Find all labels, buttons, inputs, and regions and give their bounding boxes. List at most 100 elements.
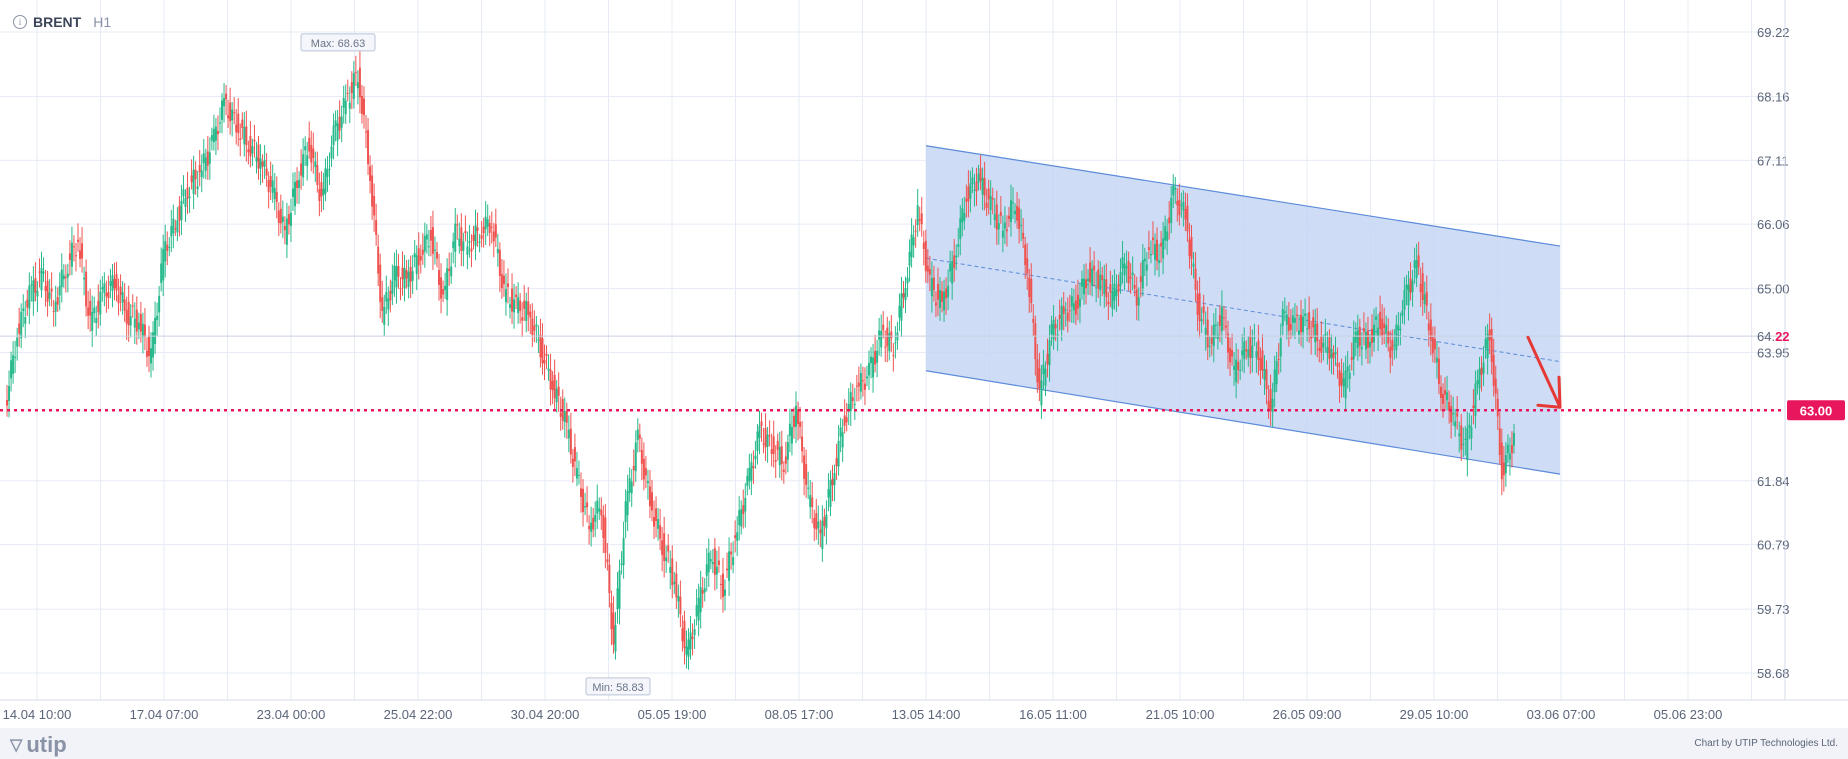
candle bbox=[1462, 427, 1465, 457]
candle bbox=[358, 51, 361, 114]
candle bbox=[626, 474, 629, 532]
candle-body bbox=[882, 324, 885, 331]
candle-body bbox=[1328, 337, 1331, 359]
candle-body bbox=[1439, 386, 1442, 399]
candle-body bbox=[198, 164, 201, 173]
candle bbox=[549, 353, 552, 406]
candle-body bbox=[1283, 311, 1286, 314]
candle-body bbox=[1117, 284, 1120, 292]
candle bbox=[600, 497, 603, 530]
candle-body bbox=[1417, 255, 1420, 268]
candle bbox=[1306, 313, 1309, 342]
candle bbox=[444, 272, 447, 299]
candle-body bbox=[435, 252, 438, 259]
candle bbox=[1265, 360, 1268, 405]
timeframe-label[interactable]: H1 bbox=[93, 14, 112, 30]
candle-body bbox=[955, 255, 958, 258]
candle bbox=[517, 282, 520, 324]
candle-body bbox=[606, 559, 609, 563]
candle bbox=[809, 479, 812, 519]
candle bbox=[216, 115, 219, 151]
candle-body bbox=[989, 195, 992, 210]
candle-body bbox=[794, 405, 797, 427]
candle-body bbox=[1204, 327, 1207, 335]
candle-body bbox=[626, 490, 629, 516]
candle-body bbox=[1415, 260, 1418, 278]
candle-body bbox=[953, 255, 956, 269]
candle bbox=[168, 237, 171, 257]
candle-body bbox=[308, 137, 311, 152]
utip-logo: ▽ utip bbox=[10, 732, 67, 758]
candle-body bbox=[1109, 284, 1112, 293]
candle bbox=[460, 213, 463, 267]
candle bbox=[687, 628, 690, 670]
candle bbox=[356, 70, 359, 105]
candle bbox=[498, 242, 501, 293]
candle-body bbox=[429, 229, 432, 241]
candle-body bbox=[1352, 336, 1355, 360]
candle-body bbox=[523, 300, 526, 309]
candle bbox=[97, 284, 100, 329]
candle-body bbox=[1472, 405, 1475, 408]
candle-body bbox=[87, 307, 90, 316]
candle-body bbox=[450, 266, 453, 277]
candle bbox=[1156, 227, 1159, 271]
candle bbox=[227, 99, 230, 128]
candle-body bbox=[610, 602, 613, 630]
candle-body bbox=[1168, 217, 1171, 224]
candle-body bbox=[1139, 276, 1142, 283]
candle-body bbox=[1474, 383, 1477, 416]
candle bbox=[320, 171, 323, 213]
info-icon[interactable]: i bbox=[13, 15, 27, 29]
candle-body bbox=[967, 186, 970, 202]
candle bbox=[77, 223, 80, 252]
candle bbox=[164, 224, 167, 278]
footer-bar: ▽ utip Chart by UTIP Technologies Ltd. bbox=[0, 728, 1848, 759]
candle bbox=[1439, 375, 1442, 411]
candle-body bbox=[433, 249, 436, 251]
candle bbox=[324, 158, 327, 202]
candle bbox=[1056, 319, 1059, 352]
candle-body bbox=[93, 307, 96, 314]
candle bbox=[697, 583, 700, 637]
candle bbox=[638, 423, 641, 453]
candle-body bbox=[1480, 367, 1483, 376]
candle bbox=[932, 265, 935, 302]
candle bbox=[815, 498, 818, 540]
candle bbox=[614, 611, 617, 660]
candle-body bbox=[444, 285, 447, 291]
candle bbox=[40, 251, 43, 298]
candle-body bbox=[713, 548, 716, 575]
candle-body bbox=[111, 275, 114, 291]
candle-body bbox=[1397, 325, 1400, 331]
candle bbox=[529, 304, 532, 334]
candle bbox=[188, 186, 191, 213]
candle-body bbox=[1182, 201, 1185, 211]
candle-body bbox=[1054, 324, 1057, 329]
candle bbox=[819, 519, 822, 548]
candle-body bbox=[32, 280, 35, 302]
candle-body bbox=[533, 325, 536, 331]
candle bbox=[476, 212, 479, 247]
candle-body bbox=[513, 299, 516, 313]
candle-body bbox=[478, 241, 481, 243]
candle bbox=[912, 225, 915, 259]
candle-body bbox=[101, 287, 104, 290]
candle-body bbox=[1072, 303, 1075, 311]
candle-body bbox=[176, 220, 179, 233]
candle bbox=[190, 159, 193, 190]
candle-body bbox=[614, 625, 617, 652]
candle-body bbox=[1460, 425, 1463, 450]
candle bbox=[1034, 315, 1037, 376]
candle-body bbox=[527, 301, 530, 315]
candle bbox=[1375, 306, 1378, 336]
candle bbox=[200, 154, 203, 193]
candle-body bbox=[1508, 453, 1511, 460]
candle bbox=[831, 465, 834, 502]
candle-body bbox=[1484, 339, 1487, 349]
candle-body bbox=[1316, 323, 1319, 341]
candle-body bbox=[137, 322, 140, 330]
candle-body bbox=[1377, 327, 1380, 337]
